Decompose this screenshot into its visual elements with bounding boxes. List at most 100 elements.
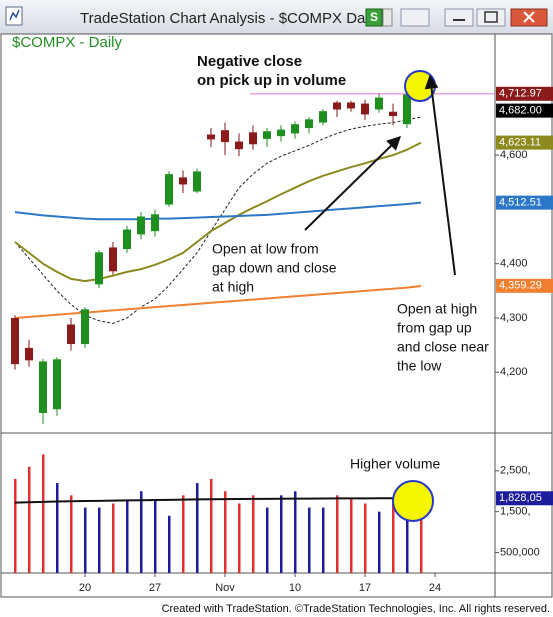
app-icon-glyph xyxy=(9,9,20,21)
volume-bar xyxy=(196,483,199,573)
volume-bar xyxy=(280,495,283,573)
highlight-circle xyxy=(392,480,434,522)
candle-body xyxy=(165,174,173,205)
candle-body xyxy=(53,359,61,410)
maximize-glyph xyxy=(484,11,498,23)
annotation: from gap up xyxy=(397,320,472,336)
candle-body xyxy=(123,229,131,250)
annotation: Open at low from xyxy=(212,241,319,257)
annotation: Open at high xyxy=(397,301,477,317)
x-tick-label: Nov xyxy=(215,582,235,594)
volume-bar xyxy=(336,495,339,573)
annotation: on pick up in volume xyxy=(197,72,346,89)
volume-bar xyxy=(406,499,409,573)
annotation: Negative close xyxy=(197,53,302,70)
price-label-box xyxy=(496,278,553,293)
price-label-box xyxy=(496,491,553,506)
y-tick-label: 1,500, xyxy=(500,506,531,518)
price-label-box xyxy=(496,103,553,118)
candle-body xyxy=(347,102,355,109)
volume-bar xyxy=(378,511,381,573)
candle-body xyxy=(249,132,257,145)
candle-body xyxy=(81,309,89,345)
volume-bar xyxy=(70,495,73,573)
candle-body xyxy=(221,130,229,143)
y-tick-label: 4,300 xyxy=(500,312,528,324)
arrow xyxy=(304,136,402,231)
maximize-button[interactable] xyxy=(476,8,506,27)
annotation: at high xyxy=(212,279,254,295)
volume-bar xyxy=(238,503,241,573)
candle-body xyxy=(25,347,33,361)
candle-body xyxy=(277,129,285,137)
annotation: the low xyxy=(397,358,442,374)
volume-bar xyxy=(364,503,367,573)
volume-bar xyxy=(84,507,87,573)
candle-body xyxy=(207,134,215,140)
moving-average xyxy=(14,141,422,283)
price-label: 4,682.00 xyxy=(499,105,542,117)
candle-body xyxy=(179,177,187,185)
candle-body xyxy=(361,103,369,115)
price-label-box xyxy=(496,86,553,101)
volume-bar xyxy=(322,507,325,573)
y-tick-label: 4,400 xyxy=(500,258,528,270)
window-title: TradeStation Chart Analysis - $COMPX Dai… xyxy=(80,10,372,27)
volume-bar xyxy=(392,503,395,573)
annotation: and close near xyxy=(397,339,489,355)
x-tick-label: 17 xyxy=(359,582,371,594)
candle-body xyxy=(193,171,201,192)
volume-bar xyxy=(266,507,269,573)
candle-body xyxy=(333,102,341,110)
symbol-button[interactable] xyxy=(365,8,383,27)
volume-bar xyxy=(42,454,45,573)
candle-body xyxy=(67,324,75,345)
moving-average xyxy=(14,116,422,324)
volume-bar xyxy=(308,507,311,573)
price-label: 4,359.29 xyxy=(499,280,542,292)
x-tick-label: 20 xyxy=(79,582,91,594)
y-tick-label: 4,600 xyxy=(500,149,528,161)
moving-average xyxy=(14,497,422,504)
candle-body xyxy=(375,97,383,110)
annotation: gap down and close xyxy=(212,260,337,276)
x-tick-label: 24 xyxy=(429,582,441,594)
price-label: 1,828,05 xyxy=(499,492,542,504)
volume-bar xyxy=(294,491,297,573)
volume-bar xyxy=(140,491,143,573)
candle-body xyxy=(235,141,243,150)
volume-bar xyxy=(350,499,353,573)
candle-body xyxy=(403,94,411,125)
menu-button[interactable] xyxy=(400,8,430,27)
candle-body xyxy=(137,216,145,235)
chart-frame xyxy=(0,33,553,598)
volume-bar xyxy=(28,466,31,573)
moving-average xyxy=(14,201,422,221)
candle-body xyxy=(263,131,271,139)
volume-bar xyxy=(168,515,171,573)
volume-bar xyxy=(56,483,59,573)
candle-body xyxy=(319,111,327,123)
candle-body xyxy=(39,361,47,413)
volume-bar xyxy=(224,491,227,573)
symbol-dropdown[interactable] xyxy=(382,8,393,27)
minimize-button[interactable] xyxy=(444,8,474,27)
price-label: 4,623.11 xyxy=(499,137,541,149)
candle-body xyxy=(95,252,103,285)
arrow xyxy=(424,74,456,276)
volume-bar xyxy=(126,499,129,573)
chart-title: $COMPX - Daily xyxy=(12,34,123,51)
volume-bar xyxy=(98,507,101,573)
symbol-button-label: S xyxy=(370,10,378,24)
price-label: 4,712.97 xyxy=(499,88,542,100)
price-label: 4,512.51 xyxy=(499,197,542,209)
volume-bar xyxy=(14,478,17,573)
price-label-box xyxy=(496,195,553,210)
price-label-box xyxy=(496,135,553,150)
volume-bar xyxy=(420,498,423,573)
y-tick-label: 2,500, xyxy=(500,465,531,477)
volume-bar xyxy=(252,495,255,573)
candle-body xyxy=(305,119,313,128)
close-glyph xyxy=(523,11,535,23)
